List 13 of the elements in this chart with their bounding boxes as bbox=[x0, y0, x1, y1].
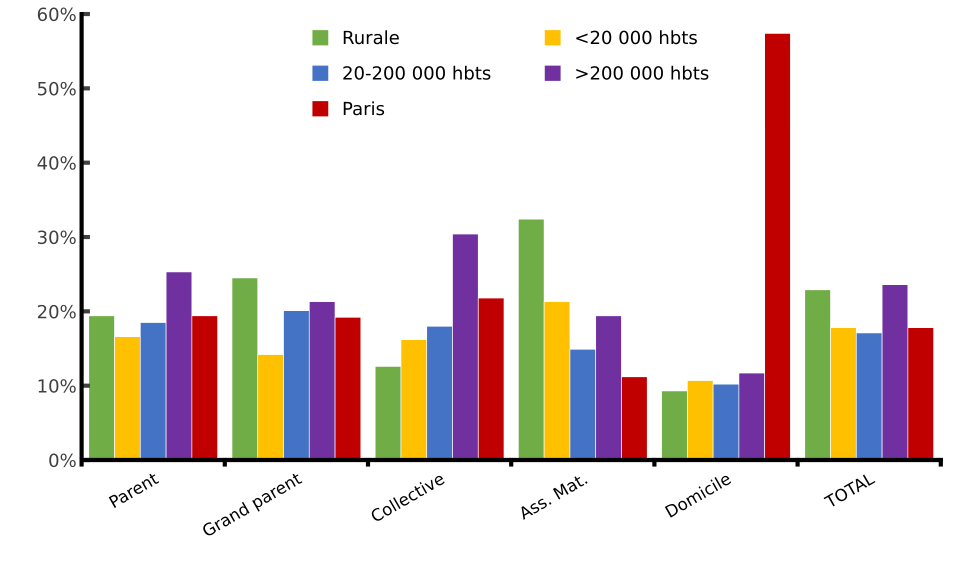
y-tick-label: 50% bbox=[38, 82, 76, 96]
legend-label: Rurale bbox=[344, 30, 399, 44]
legend-label: Paris bbox=[344, 101, 384, 116]
y-tick-label: 10% bbox=[38, 379, 76, 393]
y-tick-label: 40% bbox=[37, 156, 76, 170]
y-tick-label: 0% bbox=[49, 453, 76, 468]
y-tick-label: 60% bbox=[38, 7, 76, 22]
y-tick-label: 20% bbox=[38, 304, 76, 318]
y-tick-label: 30% bbox=[38, 230, 76, 244]
x-tick-label: Ass. Mat. bbox=[518, 472, 588, 520]
legend-label: 20-200 000 hbts bbox=[343, 66, 490, 80]
legend-label: >200 000 hbts bbox=[576, 66, 708, 80]
legend-label: <20 000 hbts bbox=[576, 30, 697, 44]
